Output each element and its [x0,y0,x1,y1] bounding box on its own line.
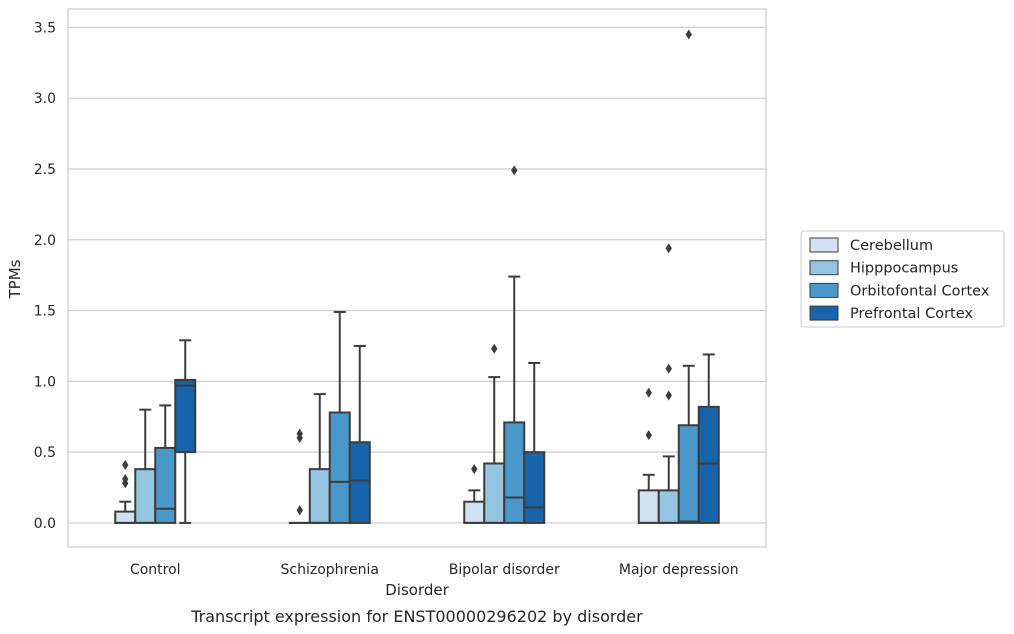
outlier-point [665,390,672,401]
iqr-box [503,421,526,524]
outlier-point [685,29,692,40]
box-group [523,361,546,524]
box-group [697,353,720,524]
iqr-box [134,468,157,524]
box-group [154,404,177,524]
x-tick-label: Schizophrenia [281,562,379,578]
outlier-point [511,165,518,176]
y-tick-label: 1.5 [34,304,56,320]
outlier-point [491,343,498,354]
box-group [308,393,331,524]
box-group [114,459,137,524]
outlier-point [471,464,478,475]
legend-swatch [809,237,839,253]
legend-entry: Orbitofontal Cortex [809,282,990,299]
outlier-point [645,430,652,441]
legend-label: Prefrontal Cortex [850,306,973,322]
iqr-box [523,451,546,524]
y-tick-label: 3.5 [34,20,56,36]
box-group [348,344,371,524]
legend-frame [800,230,1005,328]
plot-frame [67,8,767,548]
x-axis-label: Disorder [385,581,449,599]
box-group [174,339,197,524]
x-tick-labels: Control Schizophrenia Bipolar disorder Majo… [130,562,739,578]
legend-swatch [809,282,839,298]
legend-swatch [809,260,839,276]
legend-entry: Cerebellum [809,237,933,254]
y-tick-label: 2.5 [34,162,56,178]
iqr-box [677,424,700,524]
iqr-box [463,500,486,524]
iqr-box [697,405,720,524]
box-group [677,29,700,524]
outlier-point [665,243,672,254]
outlier-point [296,428,303,439]
outlier-point [645,387,652,398]
legend-label: Cerebellum [850,238,933,254]
iqr-box [328,411,351,524]
box-group [483,343,506,524]
iqr-box [348,441,371,524]
y-tick-label: 3.0 [34,91,56,107]
iqr-box [657,489,680,524]
x-tick-label: Major depression [619,562,739,578]
x-tick-label: Control [130,562,181,578]
legend-entry: Hipppocampus [809,260,958,277]
box-group [657,243,680,524]
y-tick-labels: 0.0 0.5 1.0 1.5 2.0 2.5 3.0 3.5 [34,20,56,532]
chart-caption: Transcript expression for ENST0000029620… [190,607,643,626]
outlier-point [122,459,129,470]
x-tick-label: Bipolar disorder [449,562,560,578]
y-tick-label: 0.5 [34,445,56,461]
iqr-box [308,468,331,524]
y-tick-label: 0.0 [34,516,56,532]
box-group [637,387,660,524]
box-group [328,310,351,524]
legend: Cerebellum Hipppocampus Orbitofontal Corte… [800,230,1005,328]
outlier-point [296,505,303,516]
iqr-box [637,489,660,524]
iqr-box [483,462,506,524]
outlier-point [665,363,672,374]
legend-label: Hipppocampus [850,261,958,277]
y-tick-label: 1.0 [34,374,56,390]
iqr-box [174,378,197,454]
outlier-point [122,474,129,485]
y-axis-label: TPMs [6,259,24,299]
iqr-box [114,510,137,524]
boxes [114,29,720,524]
iqr-box [154,446,177,524]
legend-entry: Prefrontal Cortex [809,305,973,322]
box-group [288,428,311,524]
legend-swatch [809,305,839,321]
y-tick-label: 2.0 [34,233,56,249]
legend-label: Orbitofontal Cortex [850,283,990,299]
